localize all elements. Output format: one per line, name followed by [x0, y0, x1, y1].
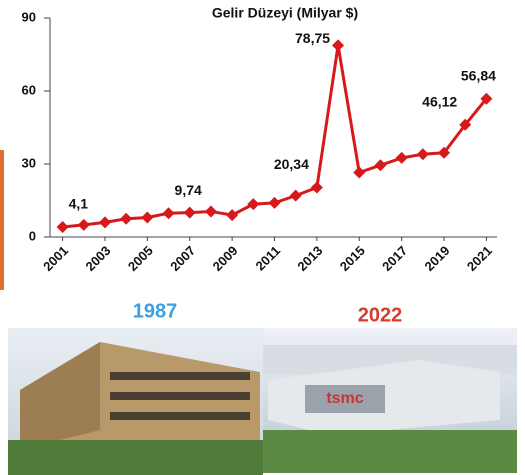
- caption-1987: 1987: [133, 300, 178, 322]
- value-label: 56,84: [461, 67, 496, 83]
- marker: [141, 212, 153, 224]
- marker: [57, 221, 69, 233]
- photos: tsmc: [8, 328, 517, 475]
- marker: [290, 190, 302, 202]
- chart-title: Gelir Düzeyi (Milyar $): [212, 5, 358, 21]
- x-tick-label: 2015: [337, 243, 368, 274]
- x-tick-label: 2019: [422, 243, 453, 274]
- marker: [311, 182, 323, 194]
- y-tick-label: 90: [22, 9, 36, 24]
- value-label: 20,34: [274, 156, 309, 172]
- x-tick-label: 2021: [464, 243, 495, 274]
- value-label: 78,75: [295, 30, 330, 46]
- marker: [78, 219, 90, 231]
- y-tick-label: 30: [22, 155, 36, 170]
- marker: [396, 152, 408, 164]
- marker: [226, 209, 238, 221]
- x-tick-label: 2003: [82, 243, 113, 274]
- x-tick-label: 2001: [40, 243, 71, 274]
- y-tick-label: 0: [29, 228, 36, 243]
- marker: [353, 167, 365, 179]
- x-tick-label: 2011: [253, 243, 284, 274]
- marker: [247, 198, 259, 210]
- value-label: 46,12: [422, 93, 457, 109]
- value-label: 9,74: [175, 182, 202, 198]
- edge-bar: [0, 150, 4, 290]
- value-label: 4,1: [69, 196, 89, 212]
- marker: [269, 197, 281, 209]
- marker: [332, 39, 344, 51]
- marker: [120, 213, 132, 225]
- caption-2022: 2022: [358, 304, 403, 326]
- x-tick-label: 2009: [210, 243, 241, 274]
- marker: [99, 216, 111, 228]
- marker: [163, 207, 175, 219]
- x-tick-label: 2017: [379, 243, 410, 274]
- marker: [205, 205, 217, 217]
- x-tick-label: 2013: [294, 243, 325, 274]
- y-tick-label: 60: [22, 82, 36, 97]
- x-tick-label: 2007: [167, 243, 198, 274]
- marker: [184, 207, 196, 219]
- x-tick-label: 2005: [125, 243, 156, 274]
- marker: [374, 159, 386, 171]
- logo: tsmc: [326, 390, 363, 407]
- page: Gelir Düzeyi (Milyar $) 1987 2022 tsmc 0…: [0, 0, 525, 475]
- marker: [417, 148, 429, 160]
